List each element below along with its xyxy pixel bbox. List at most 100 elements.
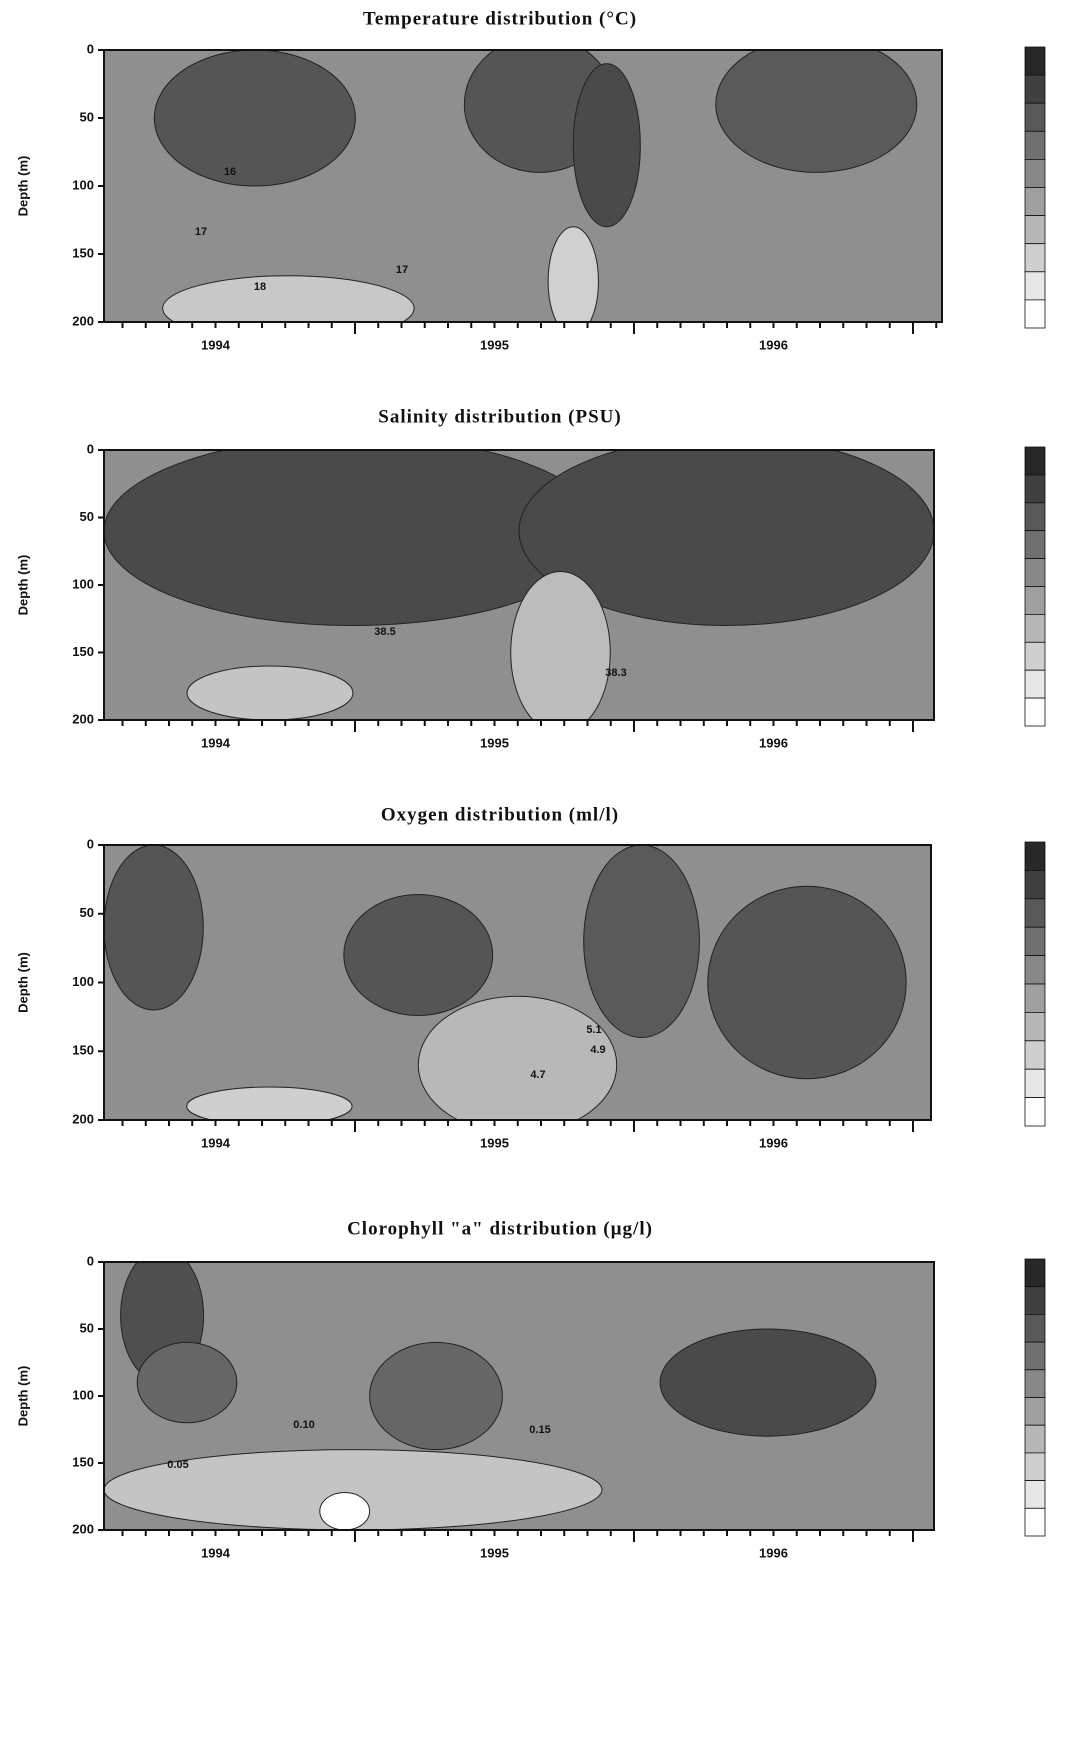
contour-label: 4.9	[590, 1044, 605, 1056]
contour-region	[343, 894, 494, 1016]
y-tick-label: 100	[72, 1387, 94, 1402]
contour-field	[104, 450, 934, 720]
colorbar-step	[1024, 1314, 1046, 1343]
colorbar-step	[1024, 1480, 1046, 1509]
colorbar-step	[1024, 502, 1046, 532]
colorbar-step	[1024, 474, 1046, 504]
y-axis-label: Depth (m)	[15, 156, 30, 217]
contour-field	[104, 1262, 877, 1530]
x-tick-label: 1996	[759, 1135, 788, 1150]
colorbar-step	[1024, 983, 1046, 1013]
x-tick-label: 1995	[480, 337, 509, 352]
contour-label: 4.7	[530, 1069, 545, 1081]
colorbar-step	[1024, 243, 1046, 273]
colorbar-step	[1024, 1258, 1046, 1288]
colorbar-step	[1024, 669, 1046, 699]
colorbar-step	[1024, 1286, 1046, 1315]
colorbar-step	[1024, 1507, 1046, 1537]
contour-label: 5.1	[586, 1024, 601, 1036]
colorbar-step	[1024, 446, 1046, 476]
colorbar-step	[1024, 1040, 1046, 1070]
colorbar-step	[1024, 299, 1046, 329]
colorbar-step	[1024, 1097, 1046, 1127]
x-tick-label: 1994	[201, 735, 231, 750]
contour-region	[319, 1491, 371, 1530]
contour-label: 0.15	[529, 1424, 550, 1436]
colorbar-step	[1024, 955, 1046, 985]
contour-region	[510, 571, 611, 720]
x-tick-label: 1995	[480, 1135, 509, 1150]
colorbar-step	[1024, 870, 1046, 900]
contour-label: 17	[195, 226, 207, 238]
y-tick-label: 150	[72, 245, 94, 260]
colorbar-step	[1024, 898, 1046, 928]
y-tick-label: 200	[72, 711, 94, 726]
colorbar-step	[1024, 215, 1046, 245]
contour-region	[715, 50, 918, 173]
contour-region	[162, 275, 415, 322]
x-tick-label: 1994	[201, 1545, 231, 1560]
y-tick-label: 200	[72, 1111, 94, 1126]
contour-label: 0.10	[293, 1419, 314, 1431]
chart-title: Temperature distribution (°C)	[363, 8, 637, 29]
y-tick-label: 150	[72, 644, 94, 659]
y-tick-label: 0	[87, 836, 94, 851]
y-tick-label: 0	[87, 441, 94, 456]
x-tick-label: 1996	[759, 735, 788, 750]
x-tick-label: 1996	[759, 337, 788, 352]
contour-region	[572, 63, 641, 228]
contour-label: 38.5	[374, 626, 395, 638]
colorbar-step	[1024, 1369, 1046, 1398]
contour-label: 17	[396, 264, 408, 276]
contour-region	[547, 226, 599, 322]
y-tick-label: 100	[72, 974, 94, 989]
contour-region	[659, 1328, 877, 1437]
contour-region	[136, 1341, 238, 1424]
contour-label: 0.05	[167, 1459, 188, 1471]
y-axis-label: Depth (m)	[15, 1366, 30, 1427]
y-tick-label: 100	[72, 576, 94, 591]
contour-region	[104, 845, 204, 1011]
chart-title: Salinity distribution (PSU)	[378, 406, 621, 427]
y-tick-label: 100	[72, 177, 94, 192]
colorbar-step	[1024, 1452, 1046, 1482]
colorbar-step	[1024, 926, 1046, 957]
x-tick-label: 1995	[480, 735, 509, 750]
y-tick-label: 50	[80, 1320, 94, 1335]
colorbar-step	[1024, 46, 1046, 76]
contour-region	[186, 1086, 353, 1120]
y-tick-label: 150	[72, 1043, 94, 1058]
colorbar-step	[1024, 74, 1046, 104]
y-tick-label: 50	[80, 109, 94, 124]
x-tick-label: 1994	[201, 337, 231, 352]
y-tick-label: 50	[80, 905, 94, 920]
colorbar-step	[1024, 102, 1046, 132]
x-tick-label: 1994	[201, 1135, 231, 1150]
colorbar-step	[1024, 641, 1046, 671]
colorbar-step	[1024, 841, 1046, 871]
y-axis-label: Depth (m)	[15, 952, 30, 1013]
colorbar-step	[1024, 187, 1046, 217]
colorbar-step	[1024, 158, 1046, 188]
x-tick-label: 1995	[480, 1545, 509, 1560]
y-tick-label: 0	[87, 41, 94, 56]
colorbar-step	[1024, 1341, 1046, 1371]
contour-label: 16	[224, 166, 236, 178]
colorbar-step	[1024, 1068, 1046, 1098]
colorbar-step	[1024, 530, 1046, 560]
contour-region	[153, 50, 356, 187]
contour-field	[104, 845, 907, 1120]
contour-region	[583, 845, 700, 1038]
contour-label: 18	[254, 281, 266, 293]
colorbar-step	[1024, 1397, 1046, 1426]
y-tick-label: 150	[72, 1454, 94, 1469]
chart-title: Oxygen distribution (ml/l)	[381, 804, 619, 825]
colorbar-step	[1024, 614, 1046, 643]
contour-region	[518, 450, 934, 626]
colorbar-step	[1024, 586, 1046, 615]
contour-region	[707, 885, 907, 1080]
colorbar-step	[1024, 271, 1046, 301]
y-axis-label: Depth (m)	[15, 555, 30, 616]
contour-label: 38.3	[605, 667, 626, 679]
